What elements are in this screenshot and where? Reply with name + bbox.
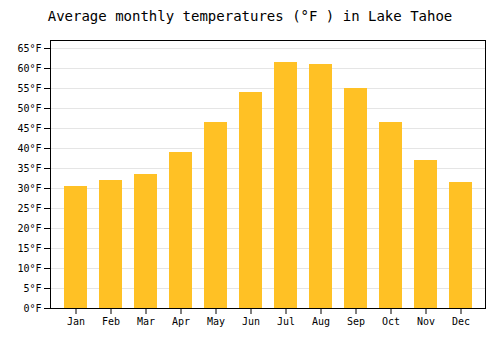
svg-text:Nov: Nov [417, 316, 435, 327]
svg-text:15°F: 15°F [17, 243, 41, 254]
svg-text:45°F: 45°F [17, 123, 41, 134]
svg-text:Jul: Jul [277, 316, 295, 327]
svg-text:May: May [207, 316, 225, 327]
svg-text:Jun: Jun [242, 316, 260, 327]
svg-text:10°F: 10°F [17, 263, 41, 274]
svg-text:60°F: 60°F [17, 63, 41, 74]
svg-text:20°F: 20°F [17, 223, 41, 234]
svg-text:Jan: Jan [67, 316, 85, 327]
svg-text:25°F: 25°F [17, 203, 41, 214]
svg-text:Mar: Mar [137, 316, 155, 327]
svg-text:5°F: 5°F [23, 283, 41, 294]
html-text:Average monthly temperatures (: Average monthly temperatures (°F ) in La… [47, 8, 453, 24]
svg-text:55°F: 55°F [17, 83, 41, 94]
svg-text:Aug: Aug [312, 316, 330, 327]
svg-text:Dec: Dec [452, 316, 470, 327]
svg-text:50°F: 50°F [17, 103, 41, 114]
svg-text:65°F: 65°F [17, 43, 41, 54]
svg-text:Oct: Oct [382, 316, 400, 327]
svg-text:30°F: 30°F [17, 183, 41, 194]
svg-text:Feb: Feb [102, 316, 120, 327]
svg-text:Sep: Sep [347, 316, 365, 327]
svg-text:Apr: Apr [172, 316, 190, 327]
svg-text:35°F: 35°F [17, 163, 41, 174]
svg-text:40°F: 40°F [17, 143, 41, 154]
svg-text:0°F: 0°F [23, 303, 41, 314]
